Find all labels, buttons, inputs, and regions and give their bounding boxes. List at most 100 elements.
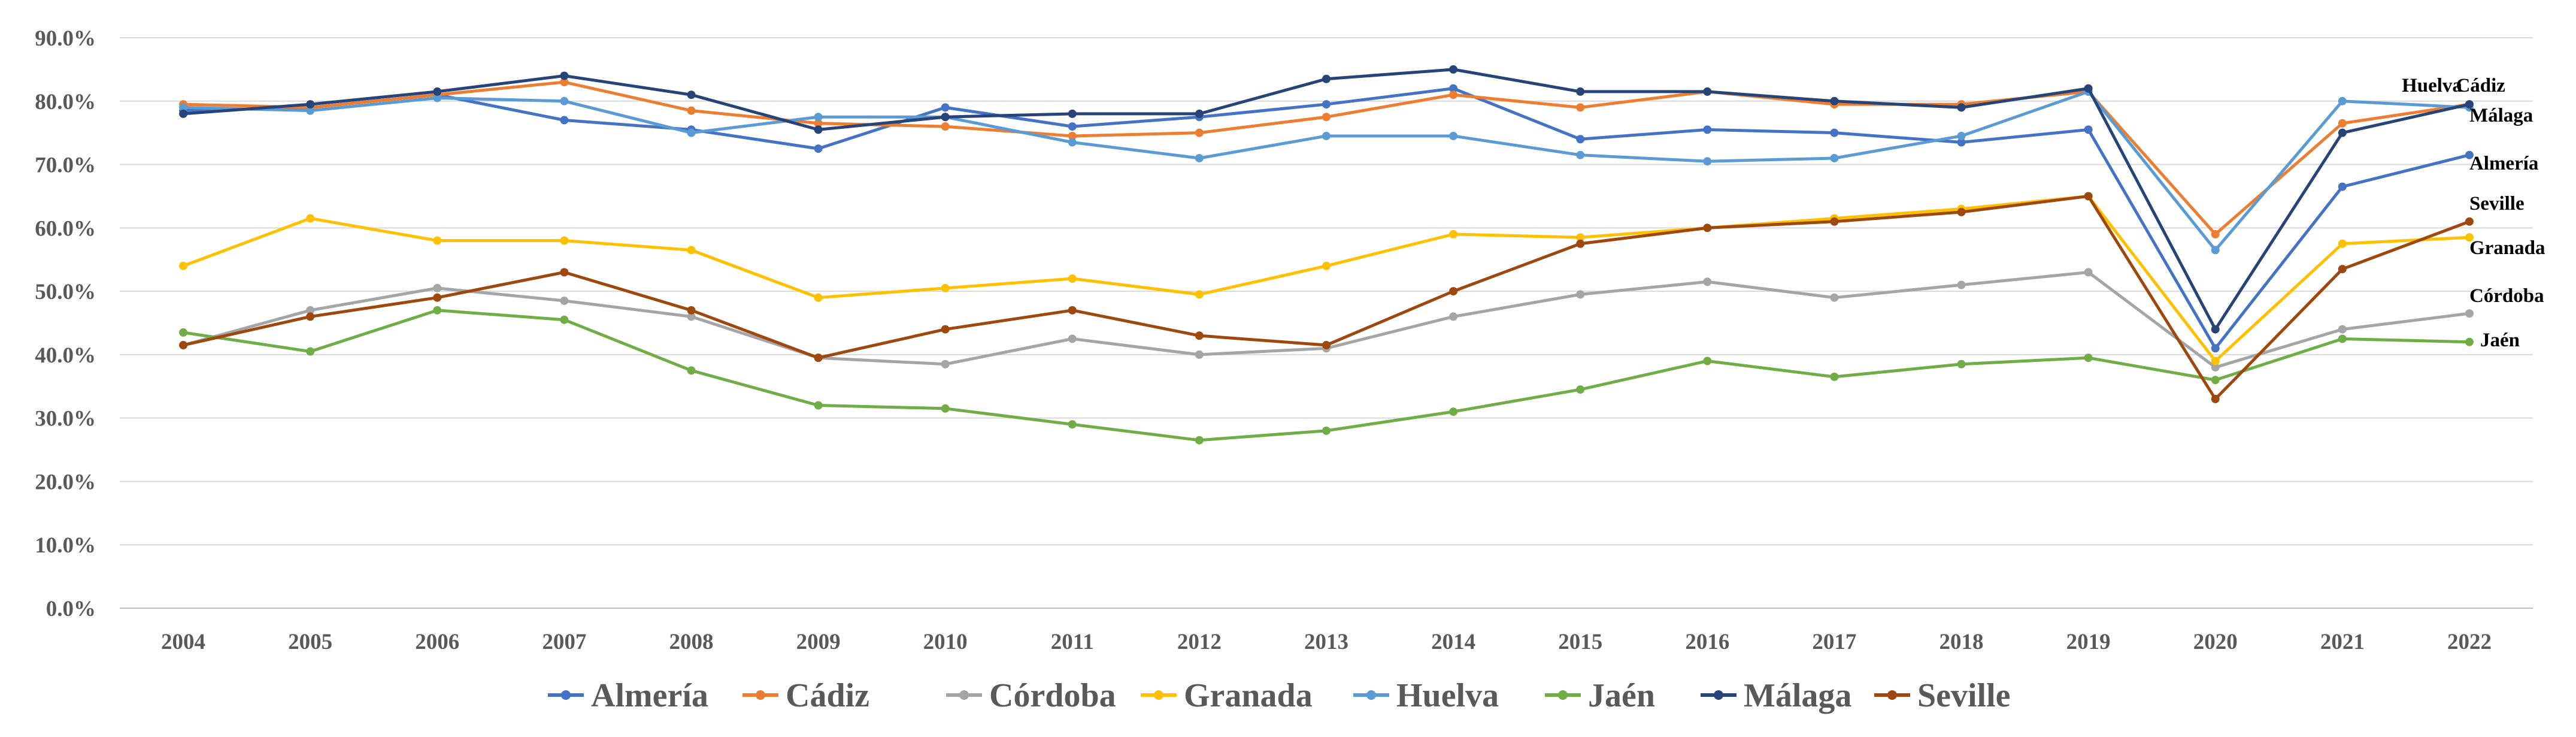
y-tick-label: 50.0% — [35, 280, 96, 304]
data-point — [179, 328, 188, 337]
series-almería — [179, 84, 2474, 353]
data-point — [687, 312, 696, 321]
data-point — [306, 347, 315, 356]
data-point — [1195, 128, 1204, 137]
data-point — [2211, 357, 2220, 366]
legend-marker — [1366, 690, 1376, 700]
data-point — [814, 144, 823, 153]
data-point — [560, 268, 569, 277]
x-tick-label: 2012 — [1177, 630, 1222, 654]
data-point — [2084, 268, 2093, 277]
data-point — [1449, 287, 1458, 296]
data-point — [560, 116, 569, 125]
data-point — [433, 87, 442, 96]
data-point — [2338, 182, 2347, 191]
x-tick-label: 2021 — [2320, 630, 2365, 654]
x-tick-label: 2016 — [1685, 630, 1729, 654]
data-point — [1195, 436, 1204, 445]
data-point — [1957, 131, 1966, 140]
x-tick-label: 2004 — [161, 630, 205, 654]
legend-label: Seville — [1917, 677, 2011, 714]
x-tick-label: 2007 — [542, 630, 586, 654]
data-point — [2465, 100, 2474, 109]
y-tick-label: 60.0% — [35, 216, 96, 241]
data-point — [814, 113, 823, 122]
data-point — [1449, 229, 1458, 238]
end-labels: Almería Cádiz Córdoba Granada Huelva Jaén Mála… — [2402, 75, 2545, 351]
data-point — [1449, 65, 1458, 74]
y-axis: 0.0% 10.0% 20.0% 30.0% 40.0% 50.0% 60.0% 70.0% 8… — [35, 26, 96, 621]
data-point — [941, 325, 950, 334]
data-point — [941, 103, 950, 112]
gridlines — [120, 37, 2533, 609]
data-point — [433, 293, 442, 302]
y-tick-label: 70.0% — [35, 153, 96, 178]
legend-marker — [1558, 690, 1568, 700]
x-tick-label: 2017 — [1812, 630, 1856, 654]
data-point — [687, 128, 696, 137]
data-point — [814, 354, 823, 363]
end-label-granada: Granada — [2469, 237, 2545, 259]
data-point — [560, 78, 569, 87]
data-point — [1576, 150, 1585, 159]
legend-label: Málaga — [1744, 677, 1851, 714]
data-point — [1068, 109, 1077, 118]
data-point — [2211, 344, 2220, 353]
x-tick-label: 2005 — [288, 630, 332, 654]
data-point — [1957, 138, 1966, 147]
legend-label: Almería — [591, 677, 708, 714]
data-point — [2338, 325, 2347, 334]
end-label-almería: Almería — [2469, 153, 2538, 174]
data-point — [687, 246, 696, 255]
data-point — [1576, 233, 1585, 242]
x-axis: 2004 2005 2006 2007 2008 2009 2010 2011 2012 2013… — [161, 630, 2492, 654]
data-point — [306, 306, 315, 315]
end-label-jaén: Jaén — [2480, 330, 2520, 351]
data-point — [1449, 407, 1458, 416]
data-point — [1449, 312, 1458, 321]
end-label-cádiz: Cádiz — [2456, 75, 2505, 96]
data-point — [2211, 376, 2220, 385]
data-point — [941, 283, 950, 292]
data-point — [1322, 131, 1331, 140]
legend-label: Córdoba — [989, 677, 1116, 714]
y-tick-label: 0.0% — [46, 597, 96, 621]
data-point — [560, 71, 569, 80]
data-point — [1957, 280, 1966, 289]
y-tick-label: 10.0% — [35, 533, 96, 558]
data-point — [1195, 290, 1204, 299]
series-lines — [179, 65, 2474, 445]
data-point — [1195, 153, 1204, 162]
x-tick-label: 2006 — [415, 630, 459, 654]
legend-label: Huelva — [1396, 677, 1499, 714]
data-point — [941, 122, 950, 131]
data-point — [1322, 426, 1331, 435]
data-point — [687, 366, 696, 375]
data-point — [2338, 239, 2347, 248]
data-point — [433, 236, 442, 245]
data-point — [179, 103, 188, 112]
data-point — [1703, 277, 1712, 286]
data-point — [814, 119, 823, 128]
series-line — [183, 309, 2470, 442]
legend-marker — [756, 690, 765, 700]
data-point — [1830, 128, 1839, 137]
data-point — [560, 236, 569, 245]
data-point — [2211, 363, 2220, 372]
data-point — [2465, 217, 2474, 226]
data-point — [2338, 334, 2347, 343]
data-point — [1830, 153, 1839, 162]
legend-item-málaga: Málaga — [1701, 677, 1851, 714]
data-point — [1068, 138, 1077, 147]
data-point — [1576, 87, 1585, 96]
data-point — [814, 125, 823, 134]
legend-item-córdoba: Córdoba — [946, 677, 1116, 714]
series-line — [183, 270, 2470, 369]
legend-marker — [1714, 690, 1723, 700]
x-tick-label: 2011 — [1051, 630, 1094, 654]
data-point — [941, 360, 950, 369]
data-point — [1957, 207, 1966, 216]
data-point — [560, 96, 569, 105]
x-tick-label: 2020 — [2193, 630, 2238, 654]
